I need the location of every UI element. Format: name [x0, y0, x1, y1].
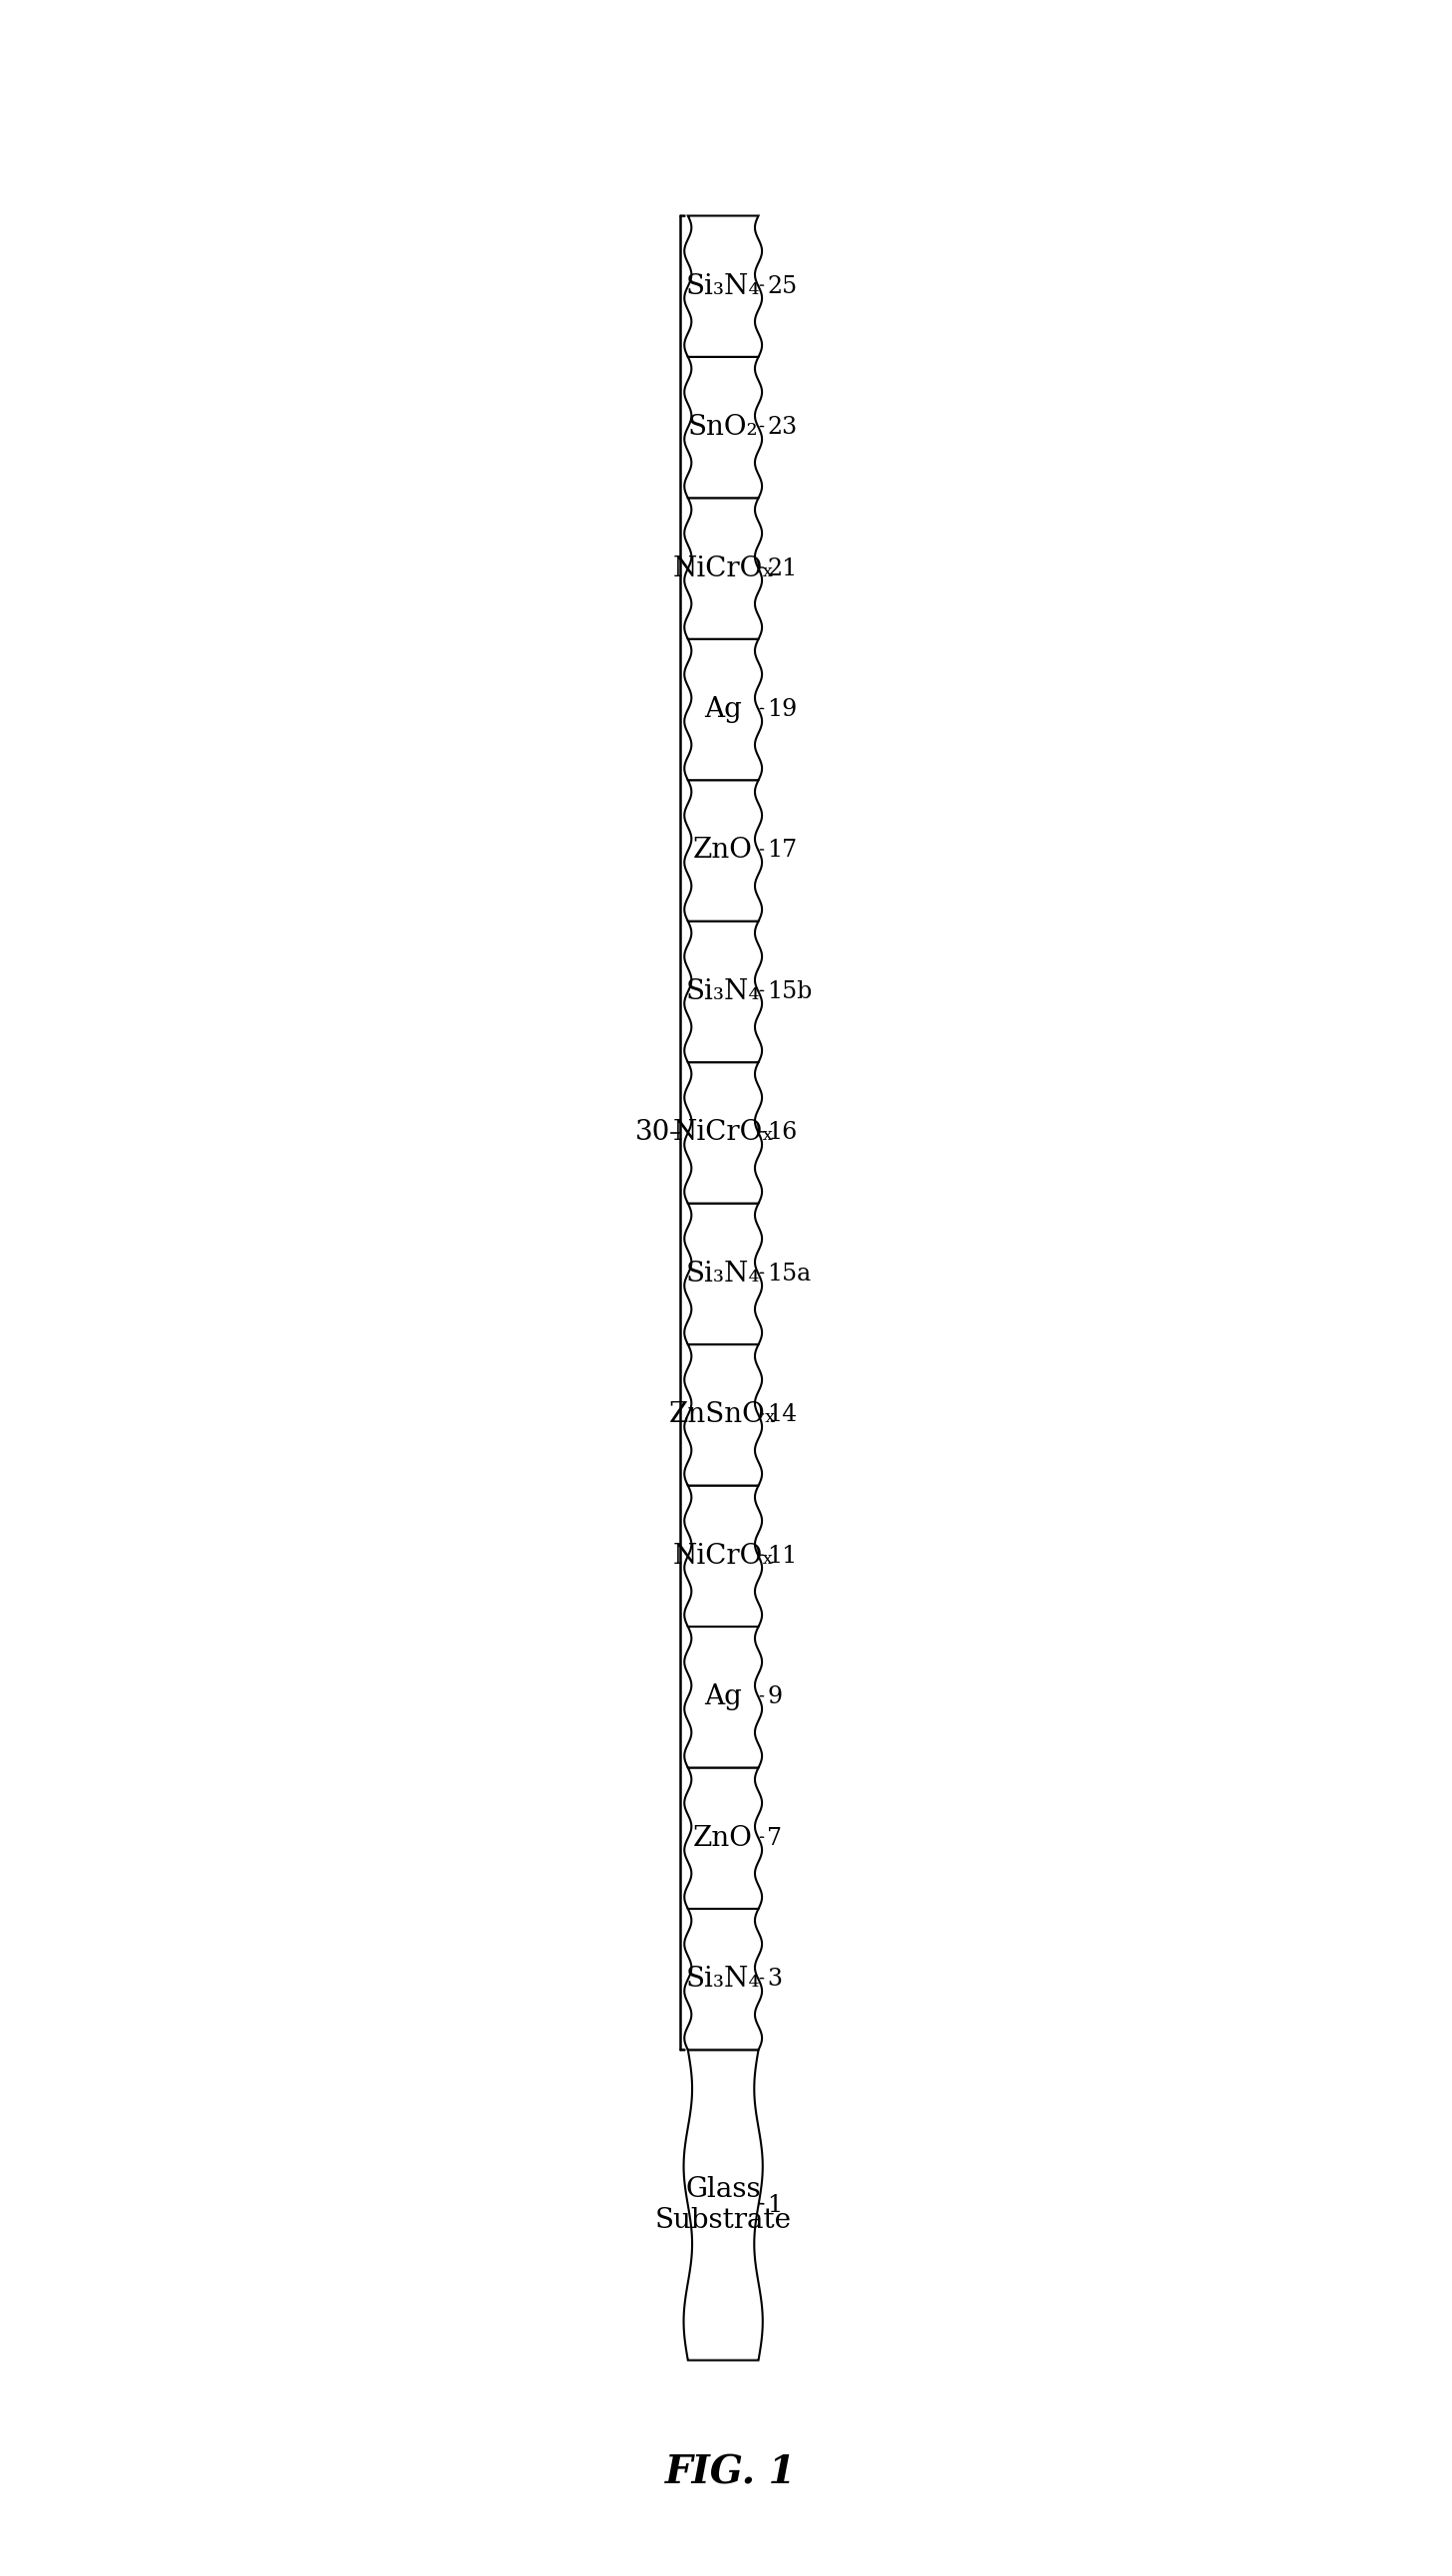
- Text: ZnSnOₓ: ZnSnOₓ: [669, 1401, 777, 1430]
- Text: ZnO: ZnO: [693, 837, 754, 863]
- Polygon shape: [684, 358, 762, 497]
- Text: 7: 7: [767, 1826, 781, 1850]
- Text: Ag: Ag: [704, 1685, 742, 1710]
- Text: NiCrOₓ: NiCrOₓ: [672, 1121, 774, 1146]
- Text: 30: 30: [635, 1121, 671, 1146]
- Polygon shape: [684, 1625, 762, 1767]
- Text: Glass
Substrate: Glass Substrate: [655, 2177, 791, 2233]
- Text: 25: 25: [767, 276, 797, 299]
- Text: 1: 1: [767, 2195, 783, 2215]
- Polygon shape: [684, 497, 762, 639]
- Polygon shape: [684, 1345, 762, 1486]
- Text: 11: 11: [767, 1546, 797, 1569]
- Text: Si₃N₄: Si₃N₄: [685, 1965, 761, 1994]
- Polygon shape: [684, 781, 762, 922]
- Polygon shape: [684, 1061, 762, 1203]
- Text: 17: 17: [767, 840, 797, 863]
- Text: NiCrOₓ: NiCrOₓ: [672, 1543, 774, 1569]
- Text: 23: 23: [767, 415, 797, 438]
- Text: Si₃N₄: Si₃N₄: [685, 979, 761, 1005]
- Polygon shape: [684, 2050, 762, 2360]
- Text: Ag: Ag: [704, 696, 742, 724]
- Text: 3: 3: [767, 1968, 781, 1991]
- Polygon shape: [684, 216, 762, 358]
- Polygon shape: [684, 1767, 762, 1909]
- Text: 15a: 15a: [767, 1262, 810, 1285]
- Text: 16: 16: [767, 1121, 797, 1144]
- Text: FIG. 1: FIG. 1: [665, 2455, 796, 2491]
- Text: 14: 14: [767, 1404, 797, 1427]
- Text: Si₃N₄: Si₃N₄: [685, 1260, 761, 1288]
- Polygon shape: [684, 639, 762, 781]
- Text: 15b: 15b: [767, 981, 812, 1002]
- Text: Si₃N₄: Si₃N₄: [685, 273, 761, 299]
- Text: 9: 9: [767, 1685, 783, 1708]
- Text: SnO₂: SnO₂: [688, 415, 758, 440]
- Polygon shape: [684, 922, 762, 1061]
- Polygon shape: [684, 1909, 762, 2050]
- Polygon shape: [684, 1203, 762, 1345]
- Text: 19: 19: [767, 698, 797, 721]
- Polygon shape: [684, 1486, 762, 1625]
- Text: ZnO: ZnO: [693, 1824, 754, 1852]
- Text: 21: 21: [767, 556, 797, 580]
- Text: NiCrOₓ: NiCrOₓ: [672, 554, 774, 582]
